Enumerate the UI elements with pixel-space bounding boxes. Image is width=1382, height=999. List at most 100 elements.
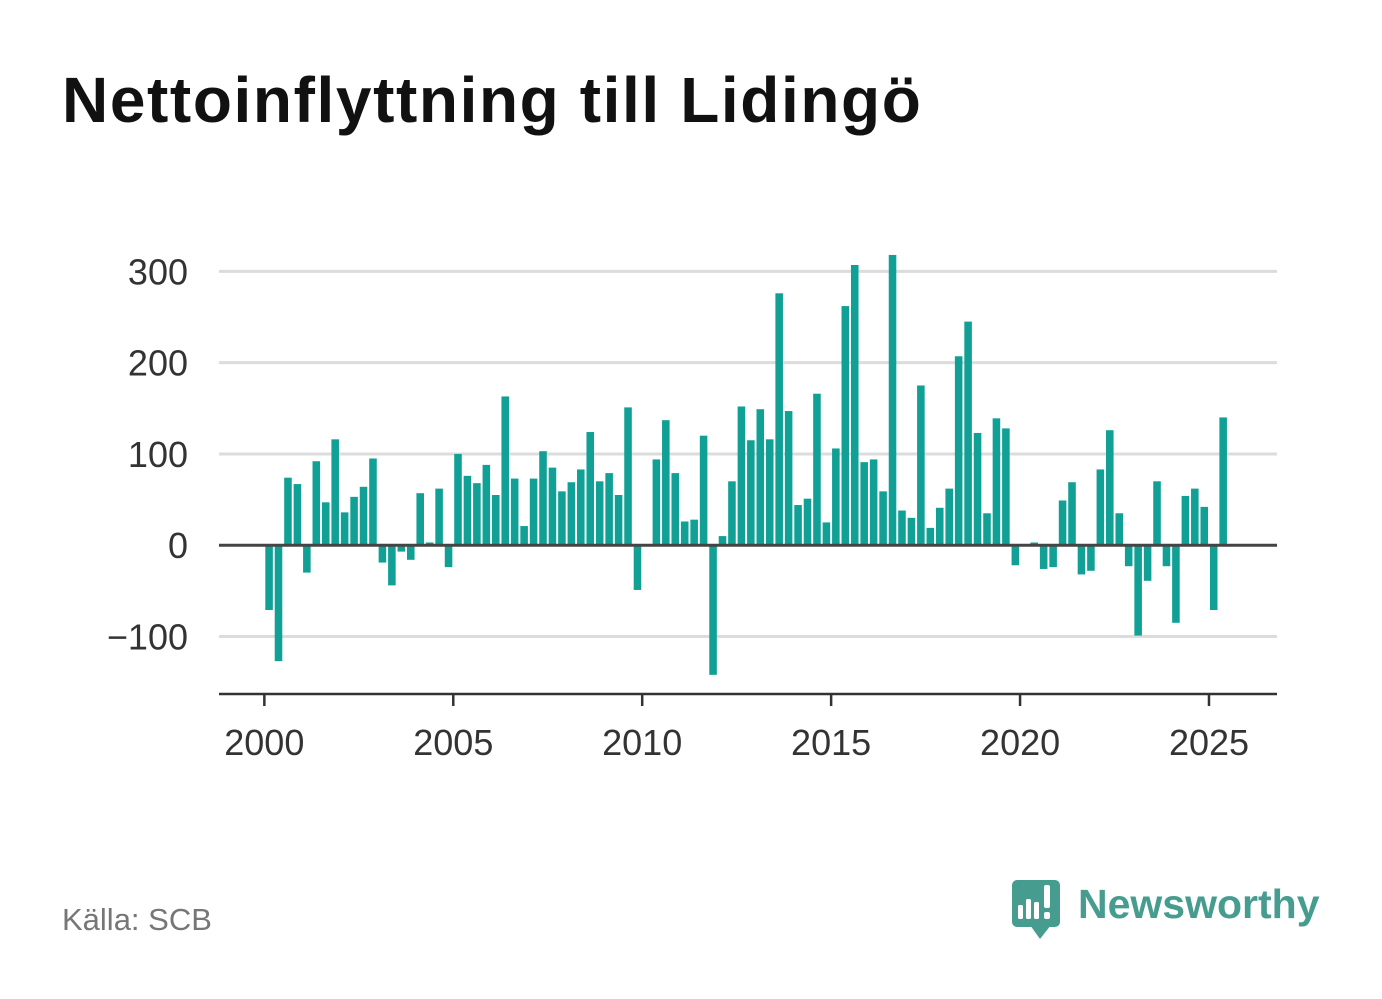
- y-tick-label: −100: [107, 617, 188, 658]
- bar-2012-q4: [747, 440, 755, 546]
- y-tick-label: 300: [128, 251, 188, 292]
- bar-2008-q2: [577, 469, 585, 546]
- bar-2011-q2: [690, 519, 698, 546]
- y-tick-label: 100: [128, 434, 188, 475]
- y-axis-labels: 300 200 100 0 −100: [107, 251, 188, 657]
- bar-2018-q2: [954, 356, 963, 546]
- bar-2006-q1: [492, 495, 500, 546]
- bar-2012-q3: [737, 406, 746, 546]
- bar-2002-q3: [359, 486, 368, 546]
- bar-2008-q4: [595, 481, 604, 546]
- bar-2000-q2: [274, 545, 283, 662]
- bar-2010-q2: [652, 459, 661, 546]
- bar-2023-q3: [1153, 481, 1161, 546]
- bar-2022-q3: [1115, 513, 1124, 546]
- bar-2000-q3: [284, 477, 292, 546]
- bar-2001-q1: [303, 545, 311, 573]
- logo-exclamation-stem: [1044, 885, 1050, 908]
- bar-2013-q4: [784, 411, 793, 546]
- bar-2013-q1: [756, 409, 765, 546]
- bar-2015-q3: [850, 264, 859, 546]
- bar-2020-q3: [1039, 545, 1048, 569]
- bar-2000-q1: [265, 545, 273, 611]
- bar-2016-q3: [888, 254, 897, 546]
- bar-2019-q3: [1002, 428, 1010, 546]
- brand-name: Newsworthy: [1078, 881, 1320, 927]
- bar-2002-q1: [340, 512, 349, 546]
- bar-2006-q3: [510, 478, 519, 546]
- bar-2010-q4: [671, 473, 680, 546]
- source-note: Källa: SCB: [62, 902, 212, 937]
- x-tick-label: 2000: [224, 722, 304, 763]
- bar-series: [265, 254, 1227, 675]
- bar-2022-q1: [1096, 469, 1105, 546]
- bar-2011-q4: [709, 545, 717, 675]
- bar-2017-q3: [926, 527, 935, 546]
- bar-2004-q4: [444, 545, 453, 568]
- bar-2009-q4: [633, 545, 642, 590]
- bar-2005-q4: [482, 464, 491, 546]
- x-tick-label: 2020: [980, 722, 1060, 763]
- bar-2016-q4: [898, 510, 906, 546]
- x-tick-label: 2005: [413, 722, 493, 763]
- y-tick-label: 200: [128, 343, 188, 384]
- bar-2001-q4: [331, 439, 339, 546]
- bar-2007-q2: [539, 451, 547, 546]
- bar-2024-q4: [1200, 506, 1209, 546]
- x-axis-labels: 2000 2005 2010 2015 2020 2025: [224, 722, 1249, 763]
- bar-2023-q2: [1143, 545, 1152, 581]
- bar-2022-q2: [1106, 430, 1114, 546]
- bar-2017-q2: [917, 385, 925, 546]
- bar-2006-q4: [520, 526, 528, 546]
- bar-2018-q4: [973, 432, 982, 546]
- logo-bar: [1026, 899, 1031, 919]
- bar-2023-q4: [1162, 545, 1171, 567]
- bar-2013-q3: [775, 293, 783, 546]
- bar-2021-q4: [1087, 545, 1095, 571]
- logo-badge-tail: [1030, 925, 1051, 939]
- axes: [219, 543, 1277, 706]
- bar-2005-q2: [463, 475, 472, 546]
- bar-2005-q3: [473, 483, 481, 546]
- bar-2009-q1: [605, 473, 613, 546]
- x-tick-label: 2025: [1169, 722, 1249, 763]
- bar-2009-q2: [614, 495, 623, 546]
- bar-2017-q4: [935, 507, 944, 546]
- newsworthy-logo-icon: [1012, 880, 1060, 939]
- bar-2009-q3: [624, 407, 632, 546]
- bar-2007-q3: [548, 467, 557, 546]
- bar-2020-q4: [1049, 545, 1057, 568]
- bar-2024-q2: [1181, 495, 1190, 546]
- bar-2013-q2: [765, 439, 774, 546]
- bar-2024-q3: [1191, 488, 1199, 546]
- bar-2002-q2: [350, 496, 358, 546]
- bar-2018-q1: [945, 488, 953, 546]
- bar-2001-q2: [312, 461, 321, 546]
- bar-2015-q1: [832, 448, 840, 546]
- bar-2014-q4: [822, 522, 831, 546]
- bar-2007-q4: [558, 491, 566, 546]
- bar-2021-q3: [1077, 545, 1086, 575]
- logo-bar: [1034, 902, 1039, 919]
- bar-2012-q1: [718, 536, 727, 546]
- bar-2011-q1: [680, 521, 689, 546]
- bar-2022-q4: [1124, 545, 1133, 567]
- bar-2001-q3: [321, 502, 330, 546]
- bar-2011-q3: [699, 435, 708, 546]
- bar-2004-q3: [435, 488, 443, 546]
- bar-2015-q2: [841, 306, 850, 546]
- logo-bar: [1018, 905, 1023, 919]
- bar-2016-q1: [869, 459, 878, 546]
- bar-2025-q2: [1219, 417, 1227, 546]
- x-tick-label: 2015: [791, 722, 871, 763]
- logo-exclamation-dot: [1044, 912, 1050, 919]
- bar-2010-q3: [662, 420, 670, 546]
- bar-2016-q2: [879, 491, 887, 546]
- bar-2018-q3: [964, 321, 972, 546]
- bar-2004-q1: [416, 493, 424, 546]
- bar-2008-q3: [586, 432, 595, 546]
- y-tick-label: 0: [168, 525, 188, 566]
- bar-2019-q1: [983, 513, 991, 546]
- bar-2019-q2: [992, 418, 1001, 546]
